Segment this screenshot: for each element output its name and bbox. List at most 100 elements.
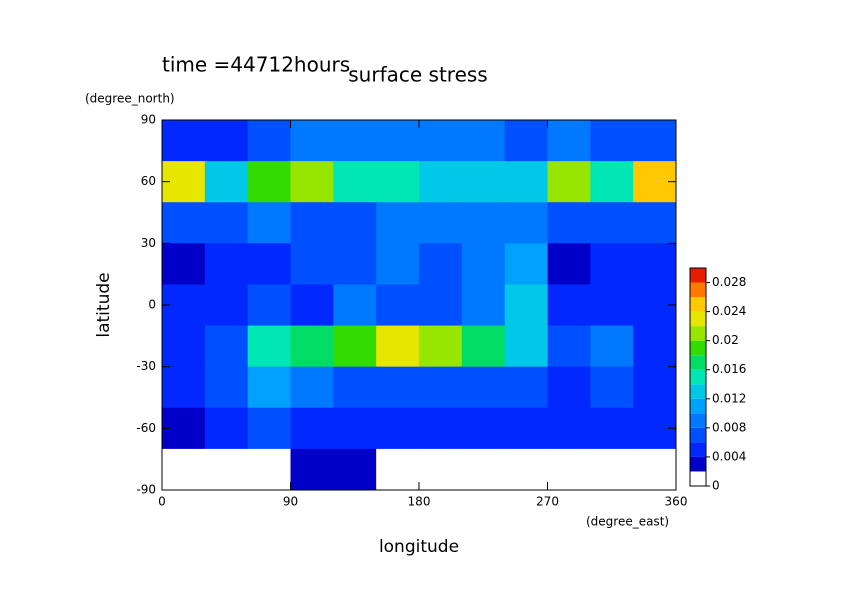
cell (247, 202, 291, 244)
colorbar-tick-label: 0.012 (712, 391, 746, 405)
colorbar-tick-label: 0 (712, 479, 720, 493)
cell (461, 120, 506, 162)
colorbar-tick-label: 0.004 (712, 449, 746, 463)
cell (333, 325, 377, 368)
cell (504, 366, 548, 409)
cell (633, 243, 677, 285)
cell (504, 448, 548, 491)
cell (290, 243, 334, 285)
cell (333, 161, 377, 203)
colorbar-frame (689, 267, 707, 487)
colorbar-tick-label: 0.028 (712, 275, 746, 289)
cell (162, 366, 206, 409)
y-tick-label: -90 (136, 483, 156, 497)
cell (633, 202, 677, 244)
cell (504, 284, 548, 327)
cell (419, 407, 463, 450)
cell (547, 284, 591, 327)
y-tick-label: 60 (141, 174, 156, 188)
cell (461, 284, 506, 327)
cell (547, 161, 591, 203)
colorbar-swatch (690, 311, 706, 327)
cell (504, 407, 548, 450)
cell (419, 448, 463, 491)
colorbar-swatch (690, 326, 706, 341)
colorbar-swatch (690, 268, 706, 283)
cell (376, 325, 420, 368)
cell (376, 407, 420, 450)
cell (461, 448, 506, 491)
cell (162, 202, 206, 244)
cell (247, 325, 291, 368)
cell (461, 325, 506, 368)
cell (333, 448, 377, 491)
cell (204, 243, 249, 285)
cell (333, 243, 377, 285)
colorbar-swatch (690, 340, 706, 356)
cell (547, 325, 591, 368)
cell (290, 284, 334, 327)
colorbar-swatch (690, 355, 706, 370)
chart-title: surface stress (348, 63, 487, 87)
cell (204, 448, 249, 491)
x-tick-label: 90 (283, 495, 298, 509)
colorbar-tick-label: 0.016 (712, 362, 746, 376)
cell (504, 202, 548, 244)
y-tick-label: 90 (141, 113, 156, 127)
cell (247, 407, 291, 450)
cell (290, 202, 334, 244)
cell (461, 202, 506, 244)
cell (419, 161, 463, 203)
cell (461, 161, 506, 203)
colorbar-swatch (690, 398, 706, 414)
cell (547, 243, 591, 285)
y-tick-label: 30 (141, 236, 156, 250)
cell (290, 161, 334, 203)
cell (376, 366, 420, 409)
colorbar-tick-label: 0.008 (712, 420, 746, 434)
colorbar-tick-label: 0.024 (712, 304, 746, 318)
cell (590, 366, 634, 409)
cell (590, 407, 634, 450)
cell (633, 325, 677, 368)
y-tick-label: -30 (136, 359, 156, 373)
cell (376, 448, 420, 491)
cell (547, 407, 591, 450)
cell (333, 284, 377, 327)
cell (376, 120, 420, 162)
cell (504, 120, 548, 162)
cell (590, 325, 634, 368)
cell (504, 243, 548, 285)
cell (590, 284, 634, 327)
x-axis-label: longitude (379, 537, 459, 557)
cell (247, 120, 291, 162)
cell (204, 120, 249, 162)
cell (547, 366, 591, 409)
field (162, 120, 677, 491)
cell (547, 120, 591, 162)
cell (590, 161, 634, 203)
cell (290, 325, 334, 368)
cell (419, 202, 463, 244)
cell (376, 284, 420, 327)
x-unit: (degree_east) (586, 515, 669, 529)
colorbar-swatch (690, 456, 706, 472)
cell (162, 120, 206, 162)
cell (204, 202, 249, 244)
y-tick-label: -60 (136, 421, 156, 435)
cell (333, 407, 377, 450)
cell (204, 366, 249, 409)
cell (504, 161, 548, 203)
cell (419, 325, 463, 368)
cell (461, 243, 506, 285)
cell (333, 202, 377, 244)
cell (162, 243, 206, 285)
cell (504, 325, 548, 368)
cell (162, 448, 206, 491)
y-unit: (degree_north) (85, 92, 175, 106)
cell (247, 284, 291, 327)
cell (290, 407, 334, 450)
cell (419, 120, 463, 162)
cell (419, 284, 463, 327)
